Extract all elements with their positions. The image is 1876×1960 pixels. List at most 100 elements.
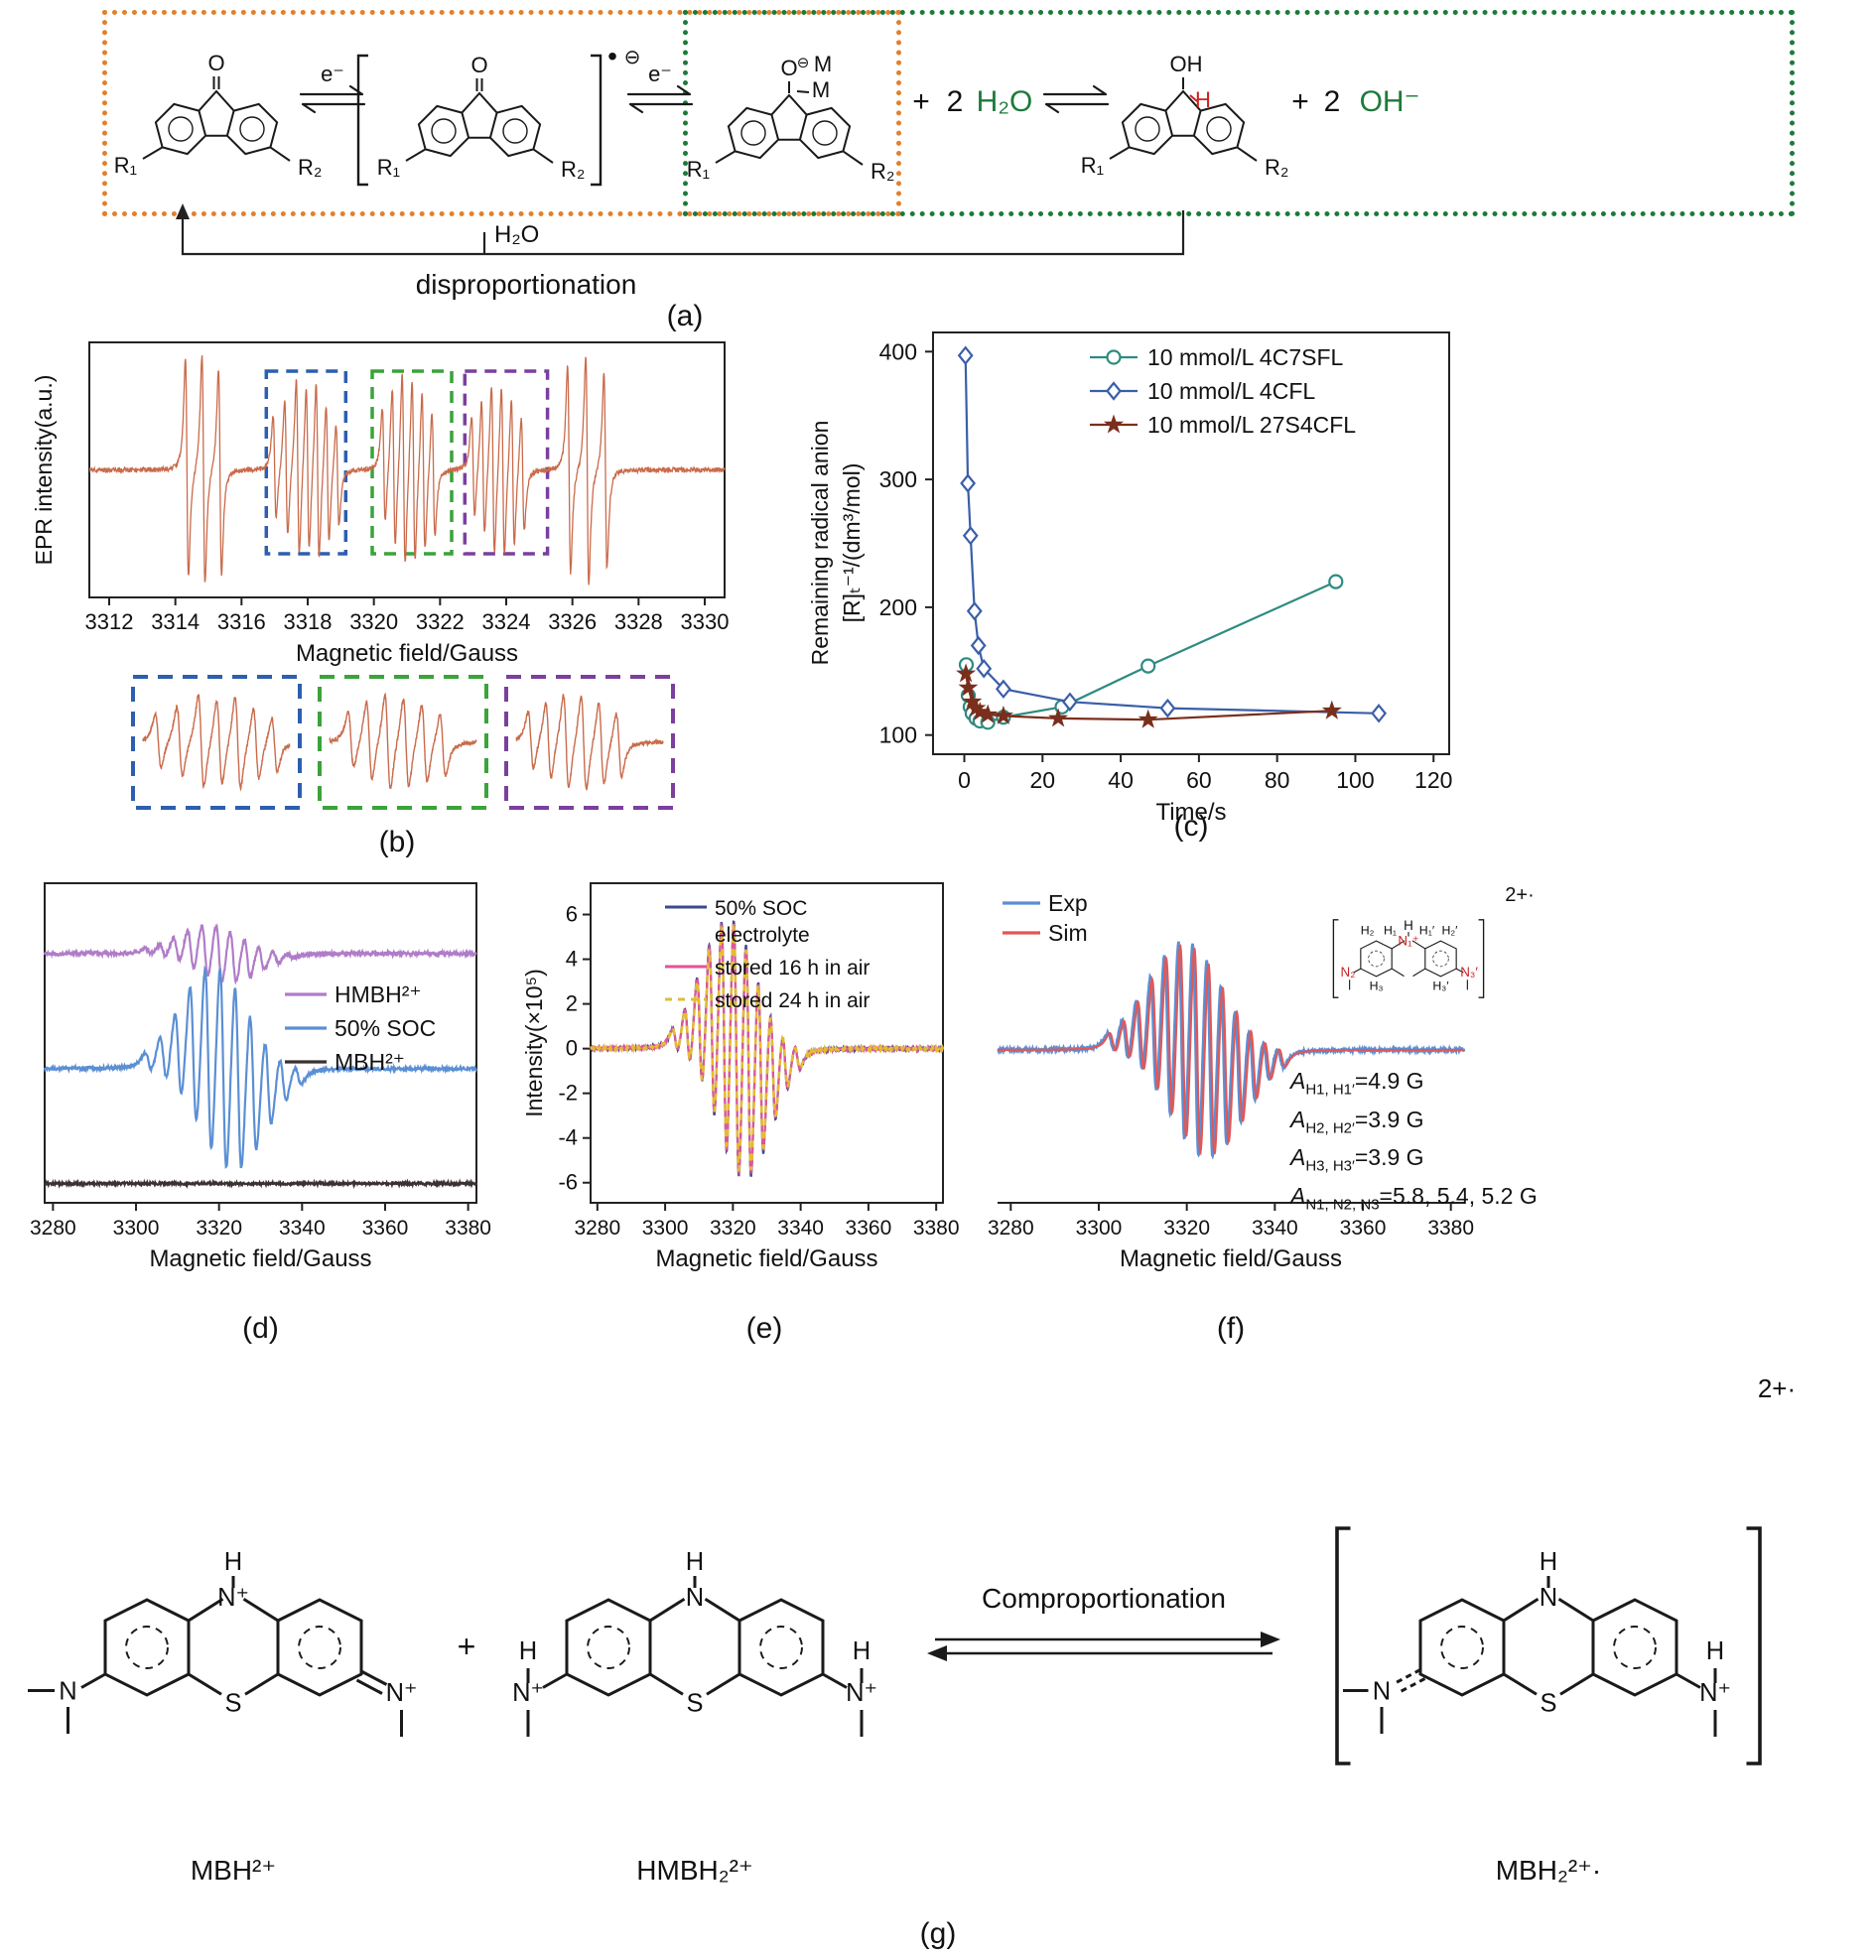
hyperfine-row: AH1, H1′=4.9 G — [1290, 1068, 1539, 1099]
legend-label: 10 mmol/L 4C7SFL — [1147, 344, 1343, 370]
x-axis-label: Magnetic field/Gauss — [296, 640, 518, 667]
legend-label: 10 mmol/L 27S4CFL — [1147, 412, 1356, 438]
caption-f: (f) — [1216, 1312, 1246, 1345]
reduction-box — [102, 10, 901, 216]
right-h-label: H — [853, 1637, 871, 1665]
marker-star — [1048, 708, 1069, 727]
right-h-label: H — [1706, 1637, 1724, 1665]
inset-h3: H₃ — [1370, 979, 1384, 992]
y-tick-label: 300 — [879, 466, 917, 492]
epr-chart-f: Exp Sim 3280 3300 3320 3340 3360 3380 Magnetic f… — [988, 890, 1474, 1272]
minus-circle-icon: ⊖ — [797, 55, 810, 71]
caption-b: (b) — [378, 826, 416, 858]
y-tick-label: 6 — [566, 902, 578, 927]
x-tick-label: 3360 — [1340, 1217, 1387, 1240]
r2-label: R₂ — [561, 157, 585, 182]
y-tick-label: -4 — [558, 1125, 578, 1150]
x-tick-label: 3340 — [777, 1217, 824, 1240]
x-tick-label: 3380 — [1427, 1217, 1474, 1240]
oxygen-label: O — [780, 56, 797, 80]
equilibrium-arrow-3 — [1042, 84, 1110, 114]
metal-label: M — [812, 77, 830, 102]
marker-circle — [1140, 658, 1156, 674]
x-tick-label: 3360 — [846, 1217, 892, 1240]
hf-symbol: A — [1290, 1106, 1306, 1132]
arrowhead-icon — [927, 1645, 947, 1661]
coefficient: 2 — [947, 85, 964, 118]
red-hydrogen-label: H — [1195, 87, 1211, 112]
x-tick-label: 3330 — [681, 609, 730, 634]
x-tick-label: 3380 — [913, 1217, 960, 1240]
marker-diamond — [1106, 381, 1122, 401]
x-tick-label: 3300 — [1076, 1217, 1123, 1240]
x-tick-label: 3324 — [482, 609, 531, 634]
marker-diamond — [957, 345, 974, 365]
left-h-label: H — [519, 1637, 537, 1665]
mbh-structure: N⁺ H S N N⁺ — [28, 1548, 417, 1737]
plus-sign: + — [912, 85, 930, 118]
radical-dot: • — [607, 41, 617, 71]
hf-sub: H1, H1′ — [1305, 1081, 1355, 1099]
legend-label: 50% SOC — [715, 897, 807, 920]
r2-label: R₂ — [298, 155, 322, 180]
y-tick-label: 4 — [566, 947, 578, 972]
x-tick-label: 3280 — [988, 1217, 1034, 1240]
hmbh2-structure: N H S N⁺ H N⁺ H — [512, 1548, 877, 1737]
marker-star — [993, 705, 1013, 724]
epr-trace — [43, 1178, 477, 1190]
r1-label: R₁ — [377, 155, 400, 180]
hyperfine-row: AH3, H3′=3.9 G — [1290, 1144, 1539, 1175]
right-n-label: N⁺ — [846, 1679, 877, 1707]
panel-g: N⁺ H S N N⁺ MBH²⁺ + N H S N⁺ H — [0, 1350, 1876, 1960]
sulfur-label: S — [224, 1690, 241, 1718]
x-tick-label: 3318 — [284, 609, 333, 634]
disproportionation-arrow — [181, 210, 1185, 256]
comproportionation-scheme: N⁺ H S N N⁺ MBH²⁺ + N H S N⁺ H — [28, 1373, 1796, 1886]
x-tick-label: 3312 — [85, 609, 134, 634]
inset-h-top: H — [1404, 918, 1413, 933]
x-tick-label: 3300 — [113, 1217, 160, 1240]
marker-star — [1103, 414, 1125, 434]
metalated-dianion-structure: O ⊖ M M R₁ R₂ — [687, 52, 895, 184]
comproportionation-label: Comproportionation — [982, 1583, 1226, 1614]
x-tick-label: 20 — [1030, 767, 1056, 793]
sulfur-label: S — [686, 1690, 703, 1718]
caption-g: (g) — [919, 1917, 957, 1950]
plot-frame — [932, 331, 1450, 755]
coefficient: 2 — [1324, 85, 1341, 118]
x-tick-label: 80 — [1265, 767, 1290, 793]
y-tick-label: 400 — [879, 338, 917, 364]
caption-c: (c) — [1173, 810, 1209, 843]
top-n-label: N — [1540, 1584, 1557, 1612]
y-tick-label: -2 — [558, 1081, 578, 1106]
y-tick-label: 200 — [879, 594, 917, 620]
highlight-box — [370, 369, 454, 556]
r2-label: R₂ — [871, 159, 894, 184]
top-n-label: N⁺ — [217, 1584, 249, 1612]
fluorenone-structure: O R₁ R₂ — [114, 51, 323, 180]
protonation-box — [683, 10, 1795, 216]
legend-label: stored 24 h in air — [715, 989, 870, 1012]
epr-chart-e: -6 -4 -2 0 2 4 6 Intensity(×10⁵) 50% SOC electrol… — [521, 882, 960, 1272]
panel-b: 3312 3314 3316 3318 3320 3322 3324 3326 3328 3330… — [30, 327, 764, 858]
inset-n2: N₂ — [1340, 965, 1355, 980]
hmbh2-name: HMBH₂²⁺ — [636, 1855, 752, 1886]
caption-d: (d) — [242, 1312, 279, 1345]
x-tick-label: 3320 — [710, 1217, 756, 1240]
x-tick-label: 3280 — [30, 1217, 76, 1240]
x-tick-label: 120 — [1414, 767, 1452, 793]
plot-frame — [44, 882, 477, 1204]
hf-symbol: A — [1290, 1068, 1306, 1094]
marker-circle — [1106, 349, 1122, 365]
hf-symbol: A — [1290, 1182, 1306, 1209]
r2-label: R₂ — [1265, 155, 1288, 180]
marker-diamond — [966, 601, 983, 621]
x-axis-label: Magnetic field/Gauss — [1120, 1245, 1342, 1272]
inset-h3p: H₃′ — [1432, 979, 1449, 992]
inset-trace — [142, 694, 291, 792]
left-n-label: N — [1373, 1678, 1391, 1706]
hyperfine-constants: AH1, H1′=4.9 G AH2, H2′=3.9 G AH3, H3′=3… — [1290, 1068, 1539, 1221]
x-tick-label: 0 — [958, 767, 971, 793]
hyperfine-row: AH2, H2′=3.9 G — [1290, 1107, 1539, 1137]
